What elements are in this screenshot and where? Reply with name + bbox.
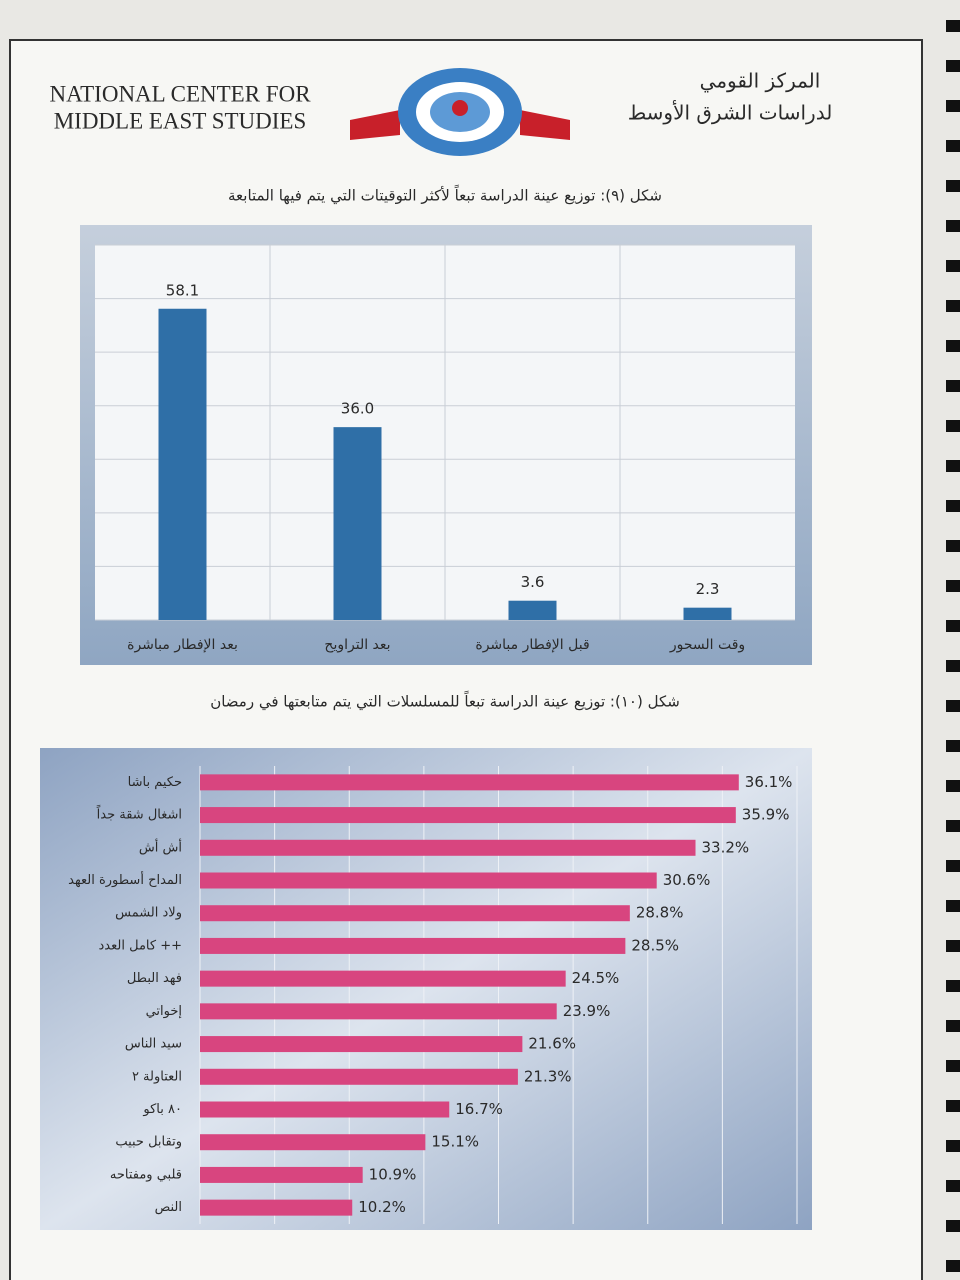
bar xyxy=(200,1101,450,1118)
bar xyxy=(200,1199,353,1216)
arabic-name: المركز القومي xyxy=(700,69,821,94)
y-tick-label: المداح أسطورة العهد xyxy=(68,871,182,888)
y-tick-label: حكيم باشا xyxy=(128,775,182,790)
bar xyxy=(200,807,736,824)
data-label: 3.6 xyxy=(521,573,545,591)
data-label: 35.9% xyxy=(742,806,790,824)
bar xyxy=(508,600,557,620)
data-label: 28.8% xyxy=(636,904,684,922)
x-tick-label: قبل الإفطار مباشرة xyxy=(475,637,589,653)
data-label: 23.9% xyxy=(563,1002,611,1020)
y-tick-label: العتاولة ٢ xyxy=(132,1069,182,1084)
y-tick-label: قلبي ومفتاحه xyxy=(110,1167,182,1182)
data-label: 10.9% xyxy=(369,1165,417,1183)
binding xyxy=(946,20,960,1272)
y-tick-label: فهد البطل xyxy=(127,971,182,986)
data-label: 10.2% xyxy=(358,1198,406,1216)
y-tick-label: ٨٠ باكو xyxy=(142,1102,182,1117)
x-tick-label: بعد الإفطار مباشرة xyxy=(127,637,238,653)
data-label: 2.3 xyxy=(696,580,720,598)
bar xyxy=(200,1068,518,1085)
data-label: 30.6% xyxy=(663,871,711,889)
english-name: MIDDLE EAST STUDIES xyxy=(54,108,307,133)
bar xyxy=(200,1166,363,1183)
data-label: 21.6% xyxy=(528,1035,576,1053)
data-label: 33.2% xyxy=(702,838,750,856)
data-label: 21.3% xyxy=(524,1067,572,1085)
chart-background xyxy=(40,748,812,1230)
data-label: 15.1% xyxy=(431,1133,479,1151)
y-tick-label: سيد الناس xyxy=(125,1037,182,1052)
y-tick-label: اشغال شقة جداً xyxy=(96,805,182,823)
x-tick-label: وقت السحور xyxy=(669,637,745,653)
arabic-name: لدراسات الشرق الأوسط xyxy=(628,101,833,125)
y-tick-label: وتقابل حبيب xyxy=(115,1135,182,1150)
english-name: NATIONAL CENTER FOR xyxy=(49,81,311,106)
chart-title: شكل (١٠): توزيع عينة الدراسة تبعاً للمسل… xyxy=(210,690,680,711)
bar xyxy=(683,607,732,620)
y-tick-label: أش أش xyxy=(139,838,182,855)
y-tick-label: كامل العدد ++ xyxy=(99,938,182,953)
bar xyxy=(200,1134,426,1151)
bar xyxy=(200,839,696,856)
y-tick-label: إخواتي xyxy=(146,1004,182,1019)
bar xyxy=(200,905,630,922)
bar xyxy=(158,308,207,620)
data-label: 28.5% xyxy=(631,936,679,954)
y-tick-label: النص xyxy=(155,1200,182,1215)
bar xyxy=(200,1003,557,1020)
bar xyxy=(200,872,657,889)
x-tick-label: بعد التراويح xyxy=(324,637,390,653)
bar xyxy=(200,774,739,791)
data-label: 36.1% xyxy=(745,773,793,791)
data-label: 24.5% xyxy=(572,969,620,987)
bar xyxy=(200,970,566,987)
data-label: 58.1 xyxy=(166,281,199,299)
data-label: 36.0 xyxy=(341,400,374,418)
data-label: 16.7% xyxy=(455,1100,503,1118)
bar xyxy=(333,427,382,620)
logo xyxy=(350,68,570,156)
y-tick-label: ولاد الشمس xyxy=(115,906,182,921)
bar xyxy=(200,937,626,954)
chart-title: شكل (٩): توزيع عينة الدراسة تبعاً لأكثر … xyxy=(228,184,662,205)
bar xyxy=(200,1036,523,1053)
